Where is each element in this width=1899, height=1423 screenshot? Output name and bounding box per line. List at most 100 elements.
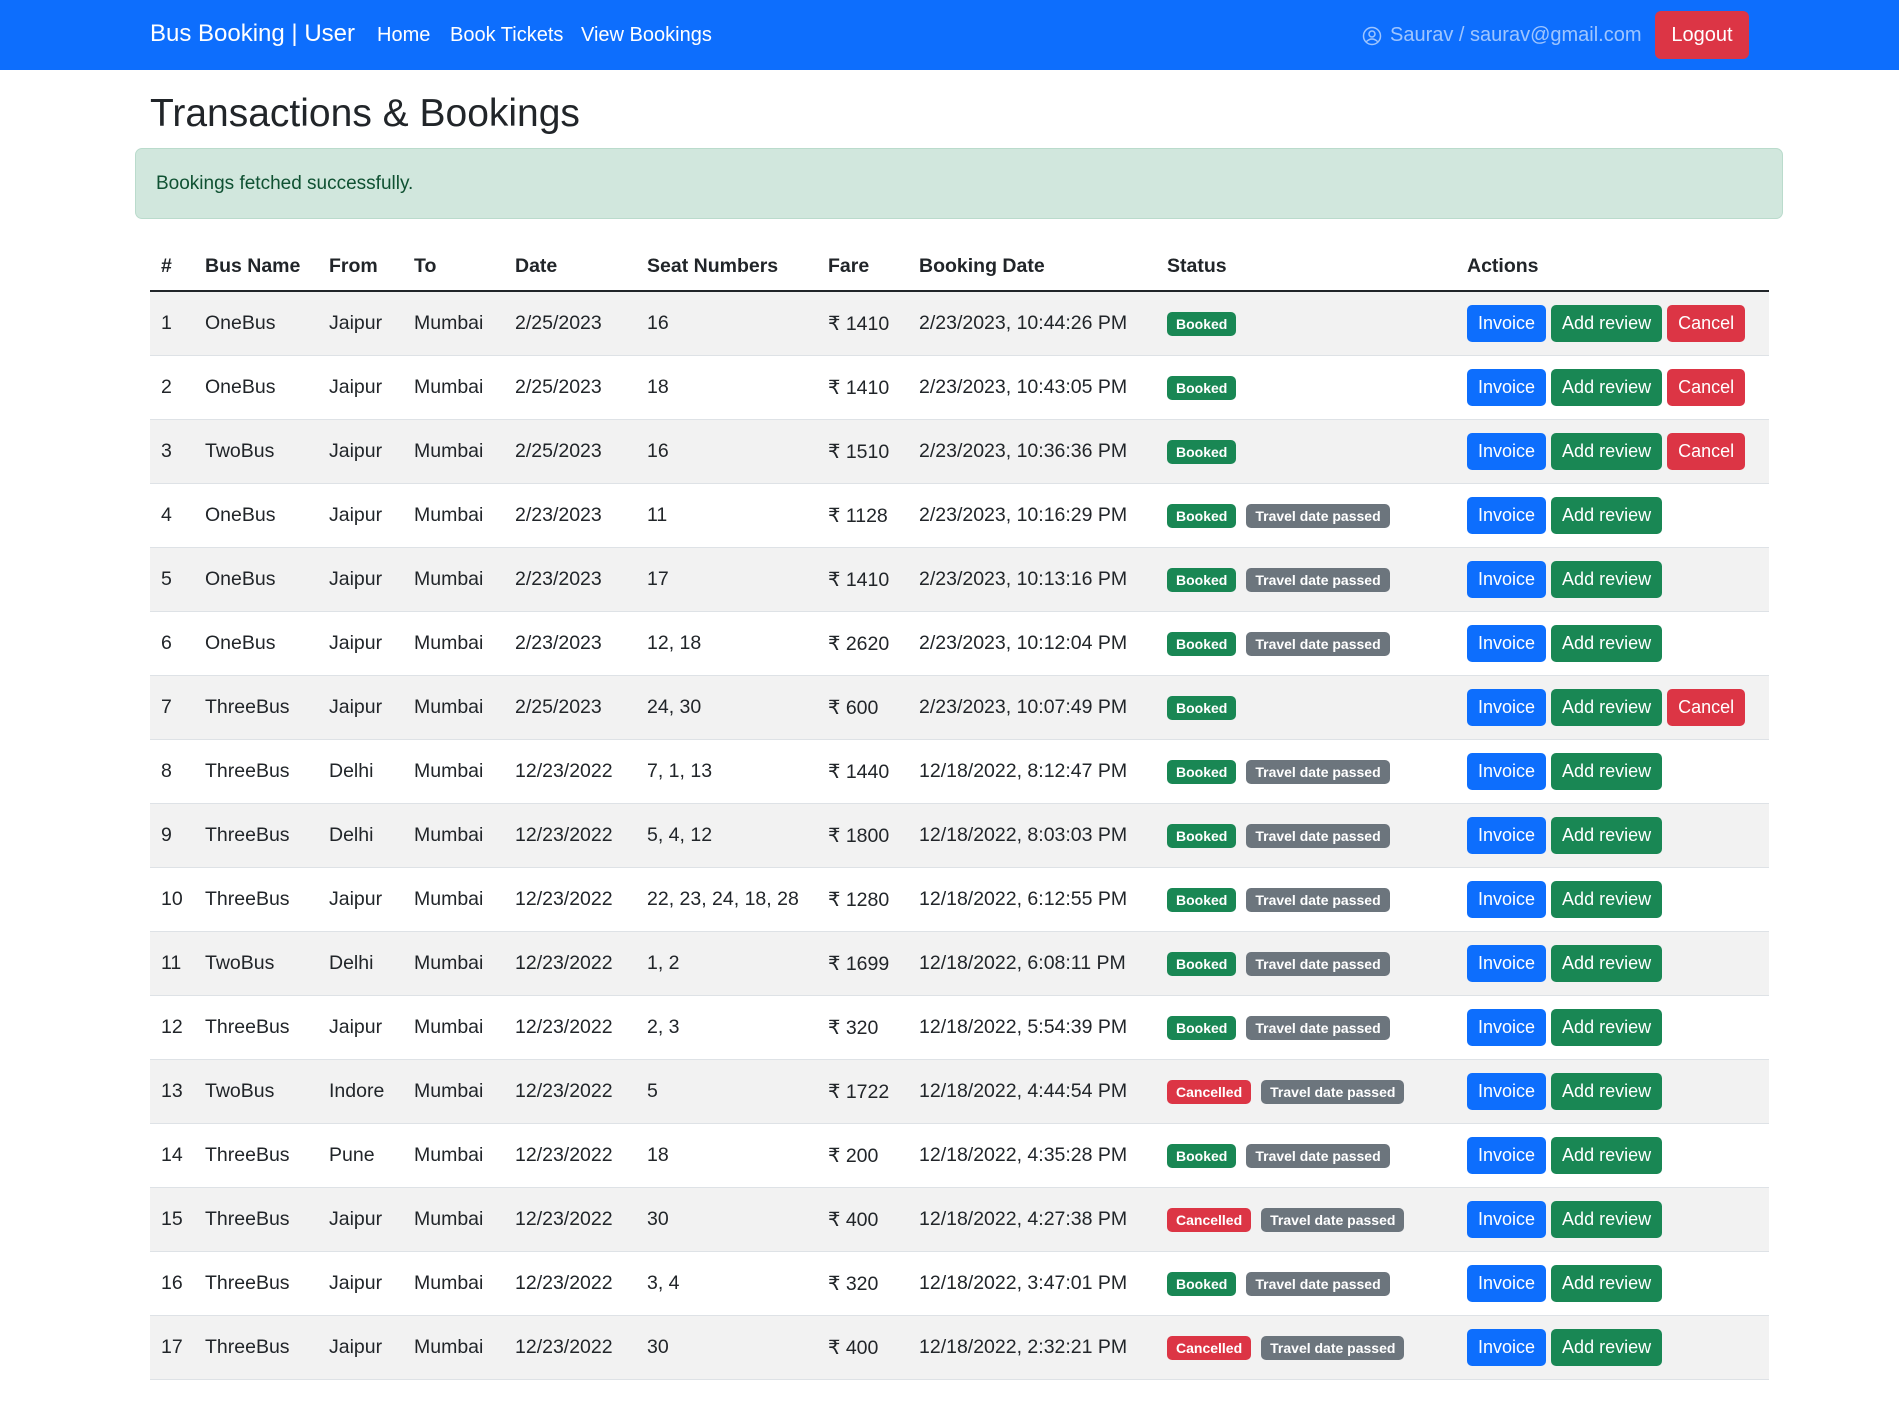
status-cell: Booked Travel date passed — [1156, 547, 1456, 612]
cell: 30 — [636, 1315, 817, 1380]
action-button[interactable]: Invoice — [1467, 561, 1547, 598]
action-button[interactable]: Add review — [1551, 945, 1663, 982]
action-button[interactable]: Invoice — [1467, 1201, 1547, 1238]
action-button[interactable]: Cancel — [1667, 369, 1746, 406]
booking-row: 11 TwoBus Delhi Mumbai 12/23/2022 1, 2 ₹ 1699 1… — [150, 931, 1769, 996]
action-button[interactable]: Invoice — [1467, 433, 1547, 470]
cell: Jaipur — [318, 1187, 403, 1252]
action-button[interactable]: Invoice — [1467, 369, 1547, 406]
action-button[interactable]: Invoice — [1467, 1137, 1547, 1174]
status-badge: Booked — [1167, 1015, 1237, 1040]
action-button[interactable]: Invoice — [1467, 689, 1547, 726]
cell: Mumbai — [403, 1059, 504, 1124]
action-button[interactable]: Add review — [1551, 1329, 1663, 1366]
nav-link[interactable]: View Bookings — [581, 24, 712, 46]
actions-cell: Invoice Add review — [1456, 803, 1769, 868]
cell: 11 — [150, 931, 194, 996]
action-button[interactable]: Add review — [1551, 369, 1663, 406]
booking-row: 4 OneBus Jaipur Mumbai 2/23/2023 11 ₹ 1128 2/23… — [150, 483, 1769, 548]
status-badge: Travel date passed — [1246, 823, 1390, 848]
actions-cell: Invoice Add review Cancel — [1456, 675, 1769, 740]
action-button[interactable]: Invoice — [1467, 497, 1547, 534]
action-button[interactable]: Invoice — [1467, 881, 1547, 918]
header-row: # Bus Name From To Date Seat Numbers Fare Booki… — [150, 242, 1769, 292]
action-button[interactable]: Add review — [1551, 753, 1663, 790]
action-button[interactable]: Add review — [1551, 881, 1663, 918]
cell: Jaipur — [318, 1251, 403, 1316]
action-button[interactable]: Add review — [1551, 1137, 1663, 1174]
cell: 12/18/2022, 4:27:38 PM — [908, 1187, 1156, 1252]
status-badge: Booked — [1167, 375, 1237, 400]
cell: 12/18/2022, 6:12:55 PM — [908, 867, 1156, 932]
action-button[interactable]: Add review — [1551, 689, 1663, 726]
action-button[interactable]: Add review — [1551, 1201, 1663, 1238]
nav-link[interactable]: Book Tickets — [450, 24, 564, 46]
cell: 3 — [150, 419, 194, 484]
status-badge: Travel date passed — [1246, 951, 1390, 976]
action-button[interactable]: Add review — [1551, 305, 1663, 342]
brand[interactable]: Bus Booking | User — [150, 20, 355, 47]
status-badge: Travel date passed — [1246, 1143, 1390, 1168]
user-info: Saurav / saurav@gmail.com — [1362, 24, 1642, 47]
cell: OneBus — [194, 291, 318, 356]
action-button[interactable]: Add review — [1551, 433, 1663, 470]
cell: 12/23/2022 — [504, 739, 636, 804]
action-button[interactable]: Invoice — [1467, 753, 1547, 790]
cell: 12/18/2022, 3:47:01 PM — [908, 1251, 1156, 1316]
action-button[interactable]: Invoice — [1467, 625, 1547, 662]
action-button[interactable]: Add review — [1551, 817, 1663, 854]
cell: Jaipur — [318, 675, 403, 740]
action-button[interactable]: Invoice — [1467, 1329, 1547, 1366]
action-button[interactable]: Add review — [1551, 497, 1663, 534]
table-body: 1 OneBus Jaipur Mumbai 2/25/2023 16 ₹ 1410 2/23… — [150, 291, 1769, 1380]
cell: 2/23/2023 — [504, 611, 636, 676]
action-button[interactable]: Invoice — [1467, 945, 1547, 982]
action-button[interactable]: Invoice — [1467, 1073, 1547, 1110]
action-button[interactable]: Cancel — [1667, 689, 1746, 726]
action-button[interactable]: Add review — [1551, 625, 1663, 662]
actions-cell: Invoice Add review — [1456, 1187, 1769, 1252]
booking-row: 12 ThreeBus Jaipur Mumbai 12/23/2022 2, 3 ₹ 32… — [150, 995, 1769, 1060]
status-cell: Booked Travel date passed — [1156, 1123, 1456, 1188]
cell: Mumbai — [403, 355, 504, 420]
cell: Mumbai — [403, 739, 504, 804]
nav-link[interactable]: Home — [377, 24, 431, 46]
action-button[interactable]: Cancel — [1667, 305, 1746, 342]
status-badge: Cancelled — [1167, 1207, 1252, 1232]
column-header: Status — [1156, 242, 1456, 292]
booking-row: 8 ThreeBus Delhi Mumbai 12/23/2022 7, 1, 13 ₹ … — [150, 739, 1769, 804]
status-cell: Booked — [1156, 355, 1456, 420]
cell: 12/18/2022, 4:44:54 PM — [908, 1059, 1156, 1124]
action-button[interactable]: Invoice — [1467, 305, 1547, 342]
booking-row: 16 ThreeBus Jaipur Mumbai 12/23/2022 3, 4 ₹ 32… — [150, 1251, 1769, 1316]
action-button[interactable]: Add review — [1551, 561, 1663, 598]
action-button[interactable]: Invoice — [1467, 1009, 1547, 1046]
cell: Mumbai — [403, 1123, 504, 1188]
cell: ₹ 1699 — [817, 931, 908, 996]
cell: 2/23/2023, 10:16:29 PM — [908, 483, 1156, 548]
cell: 12/23/2022 — [504, 995, 636, 1060]
booking-row: 1 OneBus Jaipur Mumbai 2/25/2023 16 ₹ 1410 2/23… — [150, 291, 1769, 356]
action-button[interactable]: Cancel — [1667, 433, 1746, 470]
cell: 2, 3 — [636, 995, 817, 1060]
action-button[interactable]: Add review — [1551, 1009, 1663, 1046]
action-button[interactable]: Add review — [1551, 1265, 1663, 1302]
status-badge: Travel date passed — [1246, 1271, 1390, 1296]
action-button[interactable]: Add review — [1551, 1073, 1663, 1110]
cell: Indore — [318, 1059, 403, 1124]
logout-button[interactable]: Logout — [1655, 11, 1749, 59]
cell: Mumbai — [403, 1251, 504, 1316]
cell: 14 — [150, 1123, 194, 1188]
action-button[interactable]: Invoice — [1467, 1265, 1547, 1302]
status-badge: Booked — [1167, 1271, 1237, 1296]
action-button[interactable]: Invoice — [1467, 817, 1547, 854]
cell: 8 — [150, 739, 194, 804]
actions-cell: Invoice Add review — [1456, 867, 1769, 932]
cell: Mumbai — [403, 611, 504, 676]
status-cell: Booked Travel date passed — [1156, 483, 1456, 548]
status-cell: Booked — [1156, 419, 1456, 484]
column-header: Bus Name — [194, 242, 318, 292]
cell: ThreeBus — [194, 1187, 318, 1252]
